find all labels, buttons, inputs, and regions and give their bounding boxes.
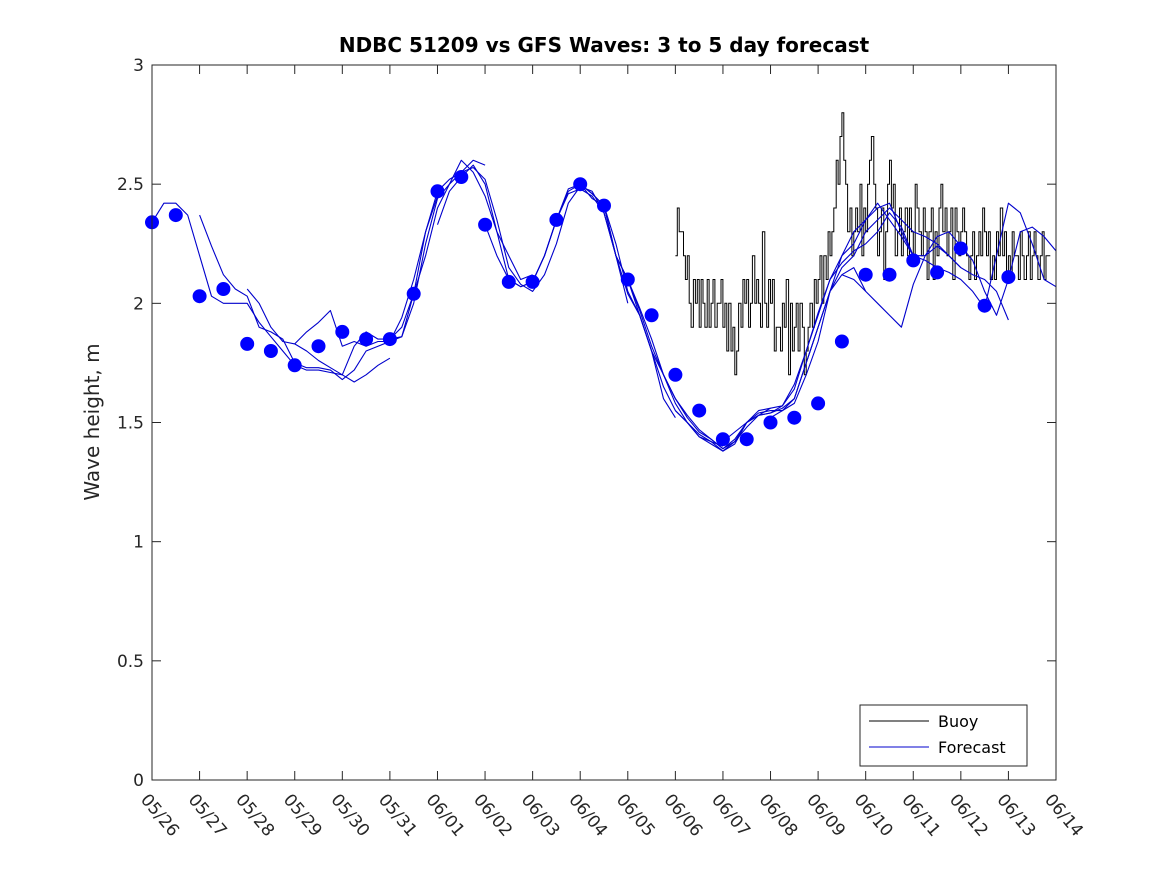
y-axis: 0 0.5 1 1.5 2 2.5 3 — [117, 56, 1056, 791]
y-tick-label: 1.5 — [117, 414, 144, 434]
forecast-marker — [930, 265, 945, 280]
forecast-marker — [287, 358, 302, 373]
forecast-marker — [834, 334, 849, 349]
legend: Buoy Forecast — [859, 704, 1028, 767]
forecast-marker — [382, 332, 397, 347]
y-tick-label: 2 — [133, 294, 144, 314]
forecast-marker — [263, 344, 278, 358]
forecast-marker — [359, 332, 374, 347]
forecast-marker — [668, 367, 683, 382]
forecast-marker — [620, 272, 635, 287]
forecast-marker — [430, 184, 445, 199]
legend-buoy-label: Buoy — [938, 712, 978, 731]
forecast-marker — [525, 274, 540, 289]
forecast-run-line — [199, 195, 439, 381]
forecast-marker — [501, 274, 516, 289]
forecast-run-line — [294, 159, 533, 347]
forecast-marker — [454, 170, 469, 184]
forecast-marker — [216, 282, 231, 296]
forecast-run-line — [722, 212, 962, 443]
y-tick-label: 0.5 — [117, 652, 144, 672]
forecast-marker — [882, 267, 897, 282]
forecast-marker — [240, 336, 255, 351]
forecast-markers — [145, 170, 1016, 447]
forecast-run-line — [770, 207, 1009, 419]
forecast-marker — [739, 432, 754, 447]
forecast-marker — [478, 217, 493, 232]
forecast-run-line — [841, 226, 1057, 328]
forecast-marker — [168, 208, 183, 223]
forecast-run-line — [246, 159, 486, 376]
legend-forecast-label: Forecast — [938, 738, 1006, 757]
legend-box — [859, 704, 1028, 767]
y-tick-label: 0 — [133, 771, 144, 791]
forecast-run-line — [151, 202, 391, 383]
buoy-line — [675, 112, 1051, 376]
forecast-marker — [811, 396, 826, 411]
forecast-run-line — [675, 202, 914, 452]
buoy-series — [675, 112, 1051, 376]
forecast-marker — [1001, 270, 1016, 285]
forecast-marker — [787, 410, 802, 425]
forecast-marker — [335, 324, 350, 339]
forecast-marker — [192, 289, 207, 304]
forecast-marker — [573, 177, 588, 192]
forecast-run-line — [389, 166, 629, 340]
forecast-marker — [644, 308, 659, 323]
forecast-marker — [692, 403, 707, 418]
forecast-marker — [953, 241, 968, 256]
forecast-marker — [977, 298, 992, 313]
y-tick-label: 3 — [133, 56, 144, 76]
y-axis-label: Wave height, m — [80, 343, 104, 500]
y-tick-label: 1 — [133, 533, 144, 553]
forecast-marker — [906, 253, 921, 268]
y-tick-label: 2.5 — [117, 175, 144, 195]
forecast-marker — [597, 198, 611, 213]
chart-title: NDBC 51209 vs GFS Waves: 3 to 5 day fore… — [339, 33, 870, 57]
forecast-marker — [715, 432, 730, 447]
forecast-run-line — [532, 183, 771, 450]
forecast-marker — [311, 339, 326, 354]
forecast-marker — [763, 415, 778, 430]
forecast-marker — [406, 286, 421, 301]
forecast-marker — [858, 267, 873, 282]
forecast-marker — [549, 212, 564, 227]
plot-area — [152, 65, 1056, 780]
